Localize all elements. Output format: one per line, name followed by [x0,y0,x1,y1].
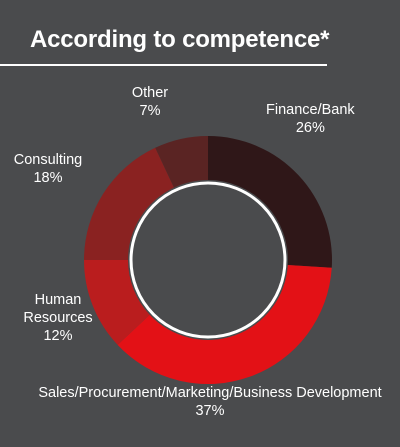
chart-title: According to competence* [30,26,330,53]
slice-name: Finance/Bank [266,102,355,118]
slice-label-finance-bank: Finance/Bank 26% [266,101,355,137]
slice-name: Other [131,85,169,101]
title-underline [0,64,327,66]
slice-label-other: Other 7% [120,84,180,120]
slice-name: Consulting [13,152,83,168]
slice-value: 12% [43,328,73,344]
slice-name: Sales/Procurement/Marketing/Business Dev… [38,385,382,401]
slice-value: 7% [139,103,161,119]
slice-label-consulting: Consulting 18% [8,151,88,187]
donut-slice-other [155,136,208,188]
donut-slice-sales-procurement-marketing-business-development [117,265,332,384]
donut-slice-finance-bank [208,136,332,268]
slice-label-human-resources: Human Resources 12% [18,291,98,345]
slice-value: 37% [195,403,225,419]
slice-value: 18% [33,170,63,186]
donut-hole [129,181,287,339]
donut-slice-human-resources [84,260,150,345]
slice-name-line-2: Resources [23,310,93,326]
slice-name-line-1: Human [34,292,82,308]
donut-slice-consulting [84,147,174,260]
slice-value: 26% [295,120,325,136]
slice-label-sales: Sales/Procurement/Marketing/Business Dev… [20,384,400,420]
